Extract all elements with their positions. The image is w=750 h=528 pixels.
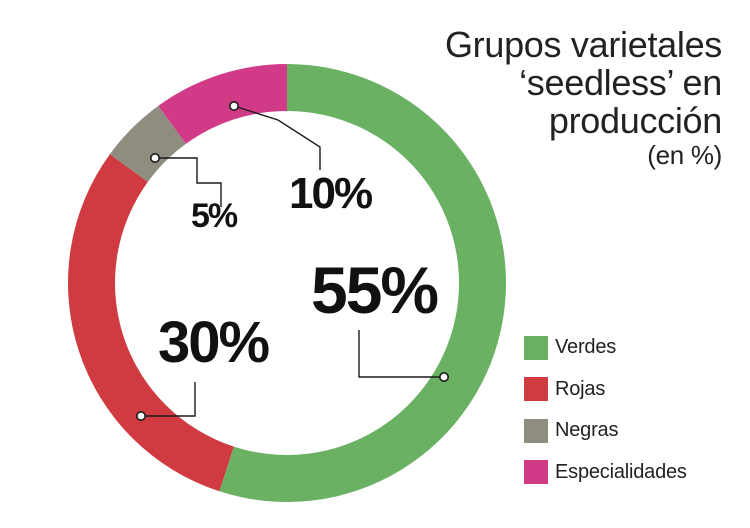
value-label-verdes: 55% [311,253,437,327]
chart-subtitle: (en %) [647,140,722,171]
legend-item-negras: Negras [524,417,744,444]
slice-rojas [67,154,234,492]
slice-negras [109,105,186,182]
legend-label-especialidades: Especialidades [555,460,687,483]
leader-line-especialidades [233,105,321,170]
donut-slices [67,64,507,502]
slice-verdes [219,64,507,502]
chart-title: Grupos varietales ‘seedless’ en producci… [444,24,722,171]
value-label-rojas: 30% [158,310,270,375]
legend-swatch-verdes [524,335,548,360]
legend-label-verdes: Verdes [555,336,617,358]
leader-dot-especialidades [229,101,240,112]
legend-item-rojas: Rojas [524,376,744,403]
value-label-especialidades: 10% [289,169,372,218]
leader-dot-rojas [136,410,147,421]
leader-line-rojas [141,382,196,417]
leader-dot-negras [150,153,161,164]
legend-item-especialidades: Especialidades [524,459,744,486]
value-label-negras: 5% [191,197,238,235]
leader-dot-verdes [438,371,449,382]
value-labels: 55% 30% 5% 10% [158,169,439,375]
leader-line-negras [155,157,222,207]
leader-lines [136,101,449,421]
legend-label-rojas: Rojas [555,377,606,400]
legend-swatch-especialidades [524,460,548,484]
chart-title-line-3: producción [548,100,722,142]
legend-label-negras: Negras [555,419,619,441]
leader-line-verdes [358,330,444,378]
legend-item-verdes: Verdes [524,334,744,361]
chart-title-line-2: ‘seedless’ en [519,62,722,104]
chart-title-line-1: Grupos varietales [444,24,722,65]
slice-especialidades [158,64,287,144]
legend-swatch-negras [524,418,548,443]
legend-swatch-rojas [524,377,548,401]
legend: Verdes Rojas Negras Especialidades [524,334,744,500]
